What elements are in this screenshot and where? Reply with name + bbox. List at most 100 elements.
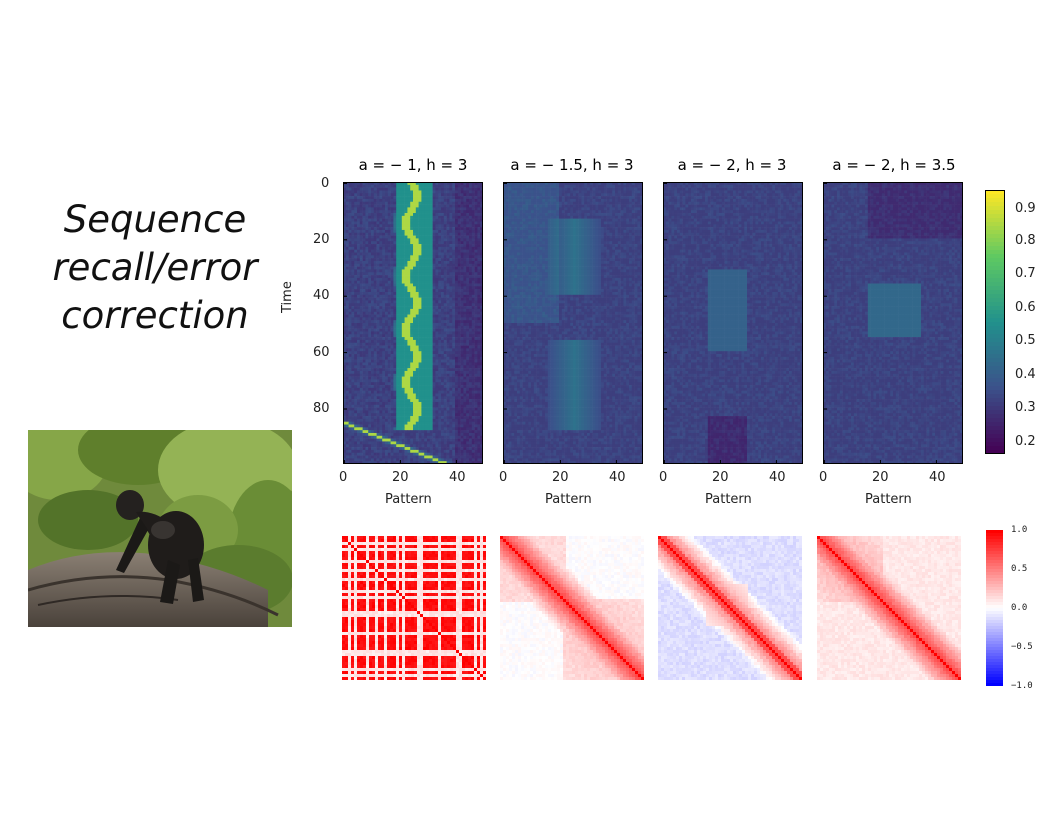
heatmap-cell [401,258,405,262]
heatmap-cell [351,368,355,372]
heatmap-cell [359,373,363,377]
heatmap-cell [373,435,377,439]
heatmap-cell [435,182,439,186]
heatmap-cell [351,258,355,262]
heatmap-cell [429,229,433,234]
heatmap-cell [441,286,445,290]
heatmap-cell [354,421,358,425]
heatmap-cell [345,342,349,346]
panel-title-2: a = − 1.5, h = 3 [487,156,657,174]
heatmap-cell [382,368,386,372]
heatmap-cell [410,227,414,231]
heatmap-cell [345,407,349,411]
heatmap-cell [480,401,483,406]
heatmap-cell [429,182,433,186]
heatmap-cell [376,354,380,358]
heatmap-cell [466,455,470,459]
heatmap-cell [371,311,375,315]
heatmap-cell [463,218,467,222]
heatmap-cell [401,418,405,422]
heatmap-cell [427,410,431,414]
heatmap-cell [343,385,347,389]
heatmap-cell [438,444,442,448]
heatmap-cell [373,430,377,434]
heatmap-cell [463,306,467,310]
heatmap-cell [404,221,408,225]
heatmap-cell [452,249,456,253]
heatmap-cell [446,258,450,262]
heatmap-cell [443,314,447,318]
heatmap-cell [368,351,372,355]
heatmap-cell [401,190,405,194]
heatmap-cell [474,196,478,200]
heatmap-cell [345,280,349,284]
heatmap-cell [359,227,363,231]
heatmap-cell [393,416,397,420]
heatmap-cell [362,396,366,400]
heatmap-cell [385,334,389,338]
heatmap-cell [474,345,478,349]
heatmap-cell [452,215,456,219]
heatmap-cell [373,238,377,242]
heatmap-cell [373,303,377,307]
heatmap-cell [373,263,377,267]
heatmap-cell [371,351,375,355]
heatmap-cell [379,447,383,451]
heatmap-cell [407,294,411,298]
heatmap-cell [469,224,473,228]
heatmap-cell [362,447,366,451]
heatmap-cell [362,461,366,464]
heatmap-cell [435,424,439,428]
heatmap-cell [396,306,400,310]
heatmap-cell [455,393,459,397]
heatmap-cell [387,404,391,408]
heatmap-cell [435,215,439,219]
heatmap-cell [343,308,347,313]
heatmap-cell [368,314,372,318]
heatmap-cell [441,300,445,304]
heatmap-cell [415,227,419,231]
heatmap-cell [477,387,481,391]
heatmap-cell [418,339,422,344]
heatmap-cell [362,362,366,366]
heatmap-cell [466,218,470,222]
heatmap-cell [382,275,386,279]
heatmap-cell [460,269,464,273]
heatmap-cell [348,323,352,327]
heatmap-cell [441,218,445,222]
heatmap-cell [371,390,375,394]
heatmap-cell [385,342,389,346]
heatmap-cell [469,235,473,239]
heatmap-cell [477,320,481,324]
heatmap-cell [480,193,483,197]
heatmap-cell [438,438,442,442]
heatmap-cell [379,393,383,397]
heatmap-cell [407,269,411,273]
heatmap-cell [396,311,400,315]
heatmap-cell [343,348,347,352]
heatmap-cell [452,232,456,236]
heatmap-cell [460,441,464,445]
heatmap-cell [359,356,363,360]
heatmap-cell [477,323,481,327]
heatmap-cell [413,314,417,318]
heatmap-cell [469,370,473,375]
heatmap-cell [452,359,456,363]
heatmap-cell [401,337,405,341]
heatmap-cell [455,370,459,375]
heatmap-cell [376,452,380,456]
heatmap-cell [452,277,456,281]
heatmap-cell [413,286,417,290]
heatmap-cell [460,342,464,346]
heatmap-cell [463,373,467,377]
heatmap-cell [382,263,386,267]
heatmap-cell [365,373,369,377]
heatmap-cell [382,348,386,352]
heatmap-cell [432,458,436,462]
heatmap-cell [362,441,366,445]
heatmap-cell [376,204,380,208]
heatmap-cell [382,407,386,411]
heatmap-cell [387,413,391,417]
heatmap-cell [348,421,352,425]
heatmap-cell [438,399,442,403]
